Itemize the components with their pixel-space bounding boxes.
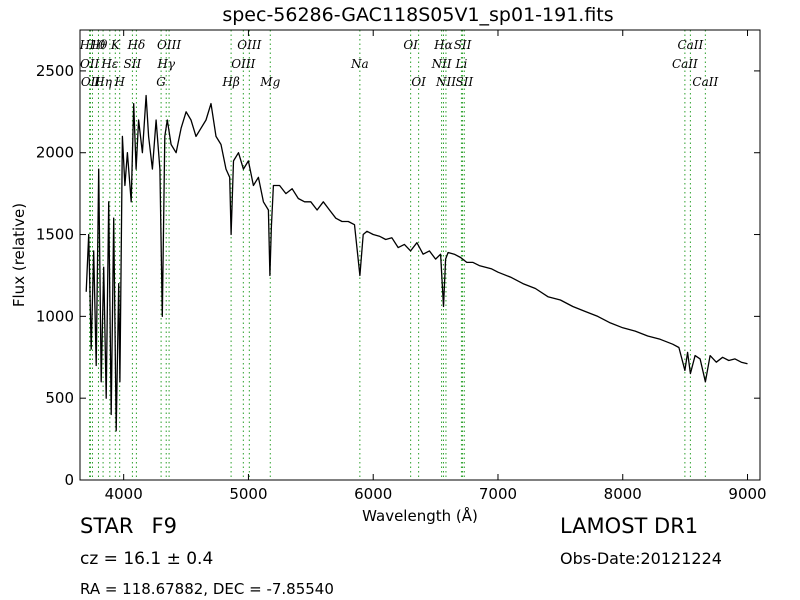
redshift-line: cz = 16.1 ± 0.4 — [80, 549, 213, 569]
line-label: Li — [455, 57, 468, 71]
line-label: Hδ — [127, 38, 146, 52]
x-tick-label: 5000 — [229, 485, 267, 503]
x-tick-label: 8000 — [604, 485, 642, 503]
plot-frame — [79, 29, 761, 481]
line-label: G — [156, 75, 166, 89]
ra-dec: RA = 118.67882, DEC = -7.85540 — [80, 580, 334, 598]
line-label: CaII — [672, 57, 698, 71]
line-label: CaII — [692, 75, 718, 89]
line-label: SII — [455, 75, 473, 89]
line-label: OI — [411, 75, 426, 89]
line-label: NII — [431, 57, 452, 71]
line-label: Hε — [100, 57, 118, 71]
line-label: Hβ — [221, 75, 239, 89]
line-label: NII — [435, 75, 456, 89]
line-label: Hθ — [89, 38, 108, 52]
x-tick-label: 9000 — [728, 485, 766, 503]
subclass-label: F9 — [151, 514, 177, 538]
obs-date: Obs-Date:20121224 — [560, 549, 722, 568]
line-label: Hη — [93, 75, 112, 89]
y-tick-label: 1500 — [36, 226, 74, 244]
line-label: OIII — [237, 38, 261, 52]
y-tick-label: 2000 — [36, 144, 74, 162]
y-tick-label: 1000 — [36, 307, 74, 325]
y-tick-label: 500 — [45, 389, 74, 407]
y-ticks: 0 500 1000 1500 2000 2500 — [36, 62, 760, 489]
line-label: OII — [81, 75, 101, 89]
line-label: CaII — [677, 38, 703, 52]
line-markers — [89, 30, 706, 480]
line-label: OIII — [157, 38, 181, 52]
line-label: Na — [350, 57, 369, 71]
chart-title: spec-56286-GAC118S05V1_sp01-191.fits — [222, 4, 614, 26]
x-tick-label: 4000 — [105, 485, 143, 503]
line-label: K — [110, 38, 121, 52]
line-label: Mg — [259, 75, 280, 89]
x-ticks: 4000 5000 6000 7000 8000 9000 — [105, 30, 767, 503]
line-label: SII — [454, 38, 472, 52]
y-tick-label: 0 — [64, 471, 74, 489]
line-label: SII — [124, 57, 142, 71]
line-label: OII — [80, 57, 100, 71]
cz-error: ± 0.4 — [166, 549, 214, 569]
y-axis-label: Flux (relative) — [10, 203, 28, 307]
x-tick-label: 7000 — [479, 485, 517, 503]
survey-label: LAMOST DR1 — [560, 514, 699, 538]
line-label: H — [113, 75, 125, 89]
spectrum-line — [85, 94, 748, 432]
classification: STAR F9 — [80, 514, 177, 538]
line-label: Hγ — [156, 57, 175, 71]
cz-value: cz = 16.1 — [80, 549, 162, 569]
line-label: H10 — [79, 38, 106, 52]
y-tick-label: 2500 — [36, 62, 74, 80]
line-label: OIII — [231, 57, 255, 71]
class-label: STAR — [80, 514, 134, 538]
x-axis-label: Wavelength (Å) — [362, 506, 478, 525]
line-label: OI — [403, 38, 418, 52]
x-tick-label: 6000 — [354, 485, 392, 503]
line-label: Hα — [433, 38, 453, 52]
